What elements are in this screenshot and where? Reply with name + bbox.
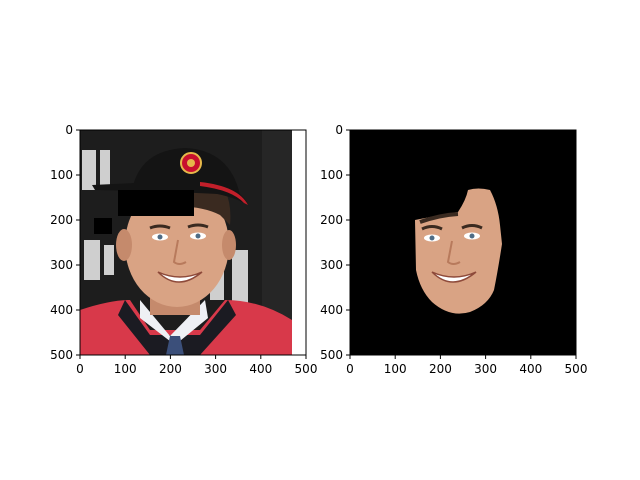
left-axes-frame (79, 129, 307, 356)
right-y-tick-label-3: 300 (320, 258, 343, 272)
right-axes-frame (349, 129, 577, 356)
segmented-face (415, 188, 502, 314)
right-y-tick-label-1: 100 (320, 168, 343, 182)
right-image-panel (350, 130, 576, 355)
smile (157, 271, 203, 283)
right-y-tick-label-0: 0 (335, 123, 343, 137)
right-y-tick-label-4: 400 (320, 303, 343, 317)
right-ear (222, 230, 236, 260)
right-x-tick-label-0: 0 (346, 362, 354, 376)
left-y-tick-label-3: 300 (50, 258, 73, 272)
left-y-tick-label-0: 0 (65, 123, 73, 137)
background-sign-text (82, 150, 248, 305)
left-y-tick-label-5: 500 (50, 348, 73, 362)
tie (166, 336, 184, 355)
right-x-tick-label-2: 200 (429, 362, 452, 376)
right-y-tick-label-2: 200 (320, 213, 343, 227)
left-y-tick-label-1: 100 (50, 168, 73, 182)
right-x-tick-label-3: 300 (474, 362, 497, 376)
cap-brim-red-stripe (200, 182, 248, 205)
left-x-tick-label-3: 300 (204, 362, 227, 376)
nose (172, 239, 187, 265)
right-x-tick-label-5: 500 (565, 362, 588, 376)
left-y-tick-label-4: 400 (50, 303, 73, 317)
occlusion-mask-small (94, 218, 112, 234)
right-border-white (292, 130, 306, 355)
right-y-tick-label-5: 500 (320, 348, 343, 362)
left-x-tick-label-1: 100 (114, 362, 137, 376)
left-y-tick-label-2: 200 (50, 213, 73, 227)
left-x-tick-label-5: 500 (295, 362, 318, 376)
left-ear (116, 229, 132, 261)
dark-sweater (118, 300, 236, 355)
right-x-tick-label-4: 400 (519, 362, 542, 376)
left-x-tick-label-2: 200 (159, 362, 182, 376)
left-x-tick-label-0: 0 (76, 362, 84, 376)
left-x-tick-label-4: 400 (249, 362, 272, 376)
right-x-tick-label-1: 100 (384, 362, 407, 376)
occlusion-mask-large (118, 190, 194, 216)
left-image-panel (80, 130, 306, 355)
